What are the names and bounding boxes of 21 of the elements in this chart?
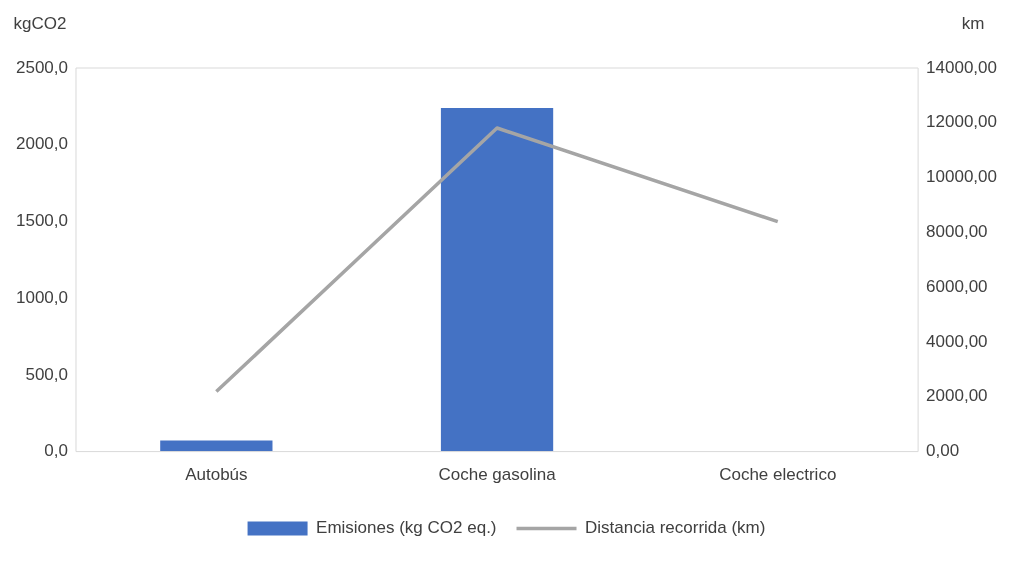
y2-tick-label: 2000,00 (926, 386, 988, 406)
y2-axis-title: km (961, 13, 985, 33)
y2-tick-label: 6000,00 (926, 276, 988, 296)
x-tick-label: Coche gasolina (438, 465, 557, 485)
x-tick-label: Coche electrico (719, 465, 837, 485)
legend-label: Emisiones (kg CO2 eq.) (316, 518, 497, 538)
y2-tick-label: 14000,00 (926, 57, 997, 77)
y2-tick-label: 4000,00 (926, 331, 988, 351)
y2-tick-label: 8000,00 (926, 222, 988, 242)
legend-label: Distancia recorrida (km) (585, 518, 766, 538)
y-tick-label: 0,0 (44, 441, 68, 461)
x-tick-label: Autobús (185, 465, 248, 485)
y-axis-title: kgCO2 (13, 13, 67, 33)
y-tick-label: 1500,0 (16, 211, 68, 231)
y-tick-label: 2500,0 (16, 57, 68, 77)
y2-tick-label: 12000,00 (926, 112, 997, 132)
y-tick-label: 500,0 (25, 364, 68, 384)
y-tick-label: 1000,0 (16, 287, 68, 307)
y2-tick-label: 10000,00 (926, 167, 997, 187)
y-tick-label: 2000,0 (16, 134, 68, 154)
y2-tick-label: 0,00 (926, 441, 960, 461)
